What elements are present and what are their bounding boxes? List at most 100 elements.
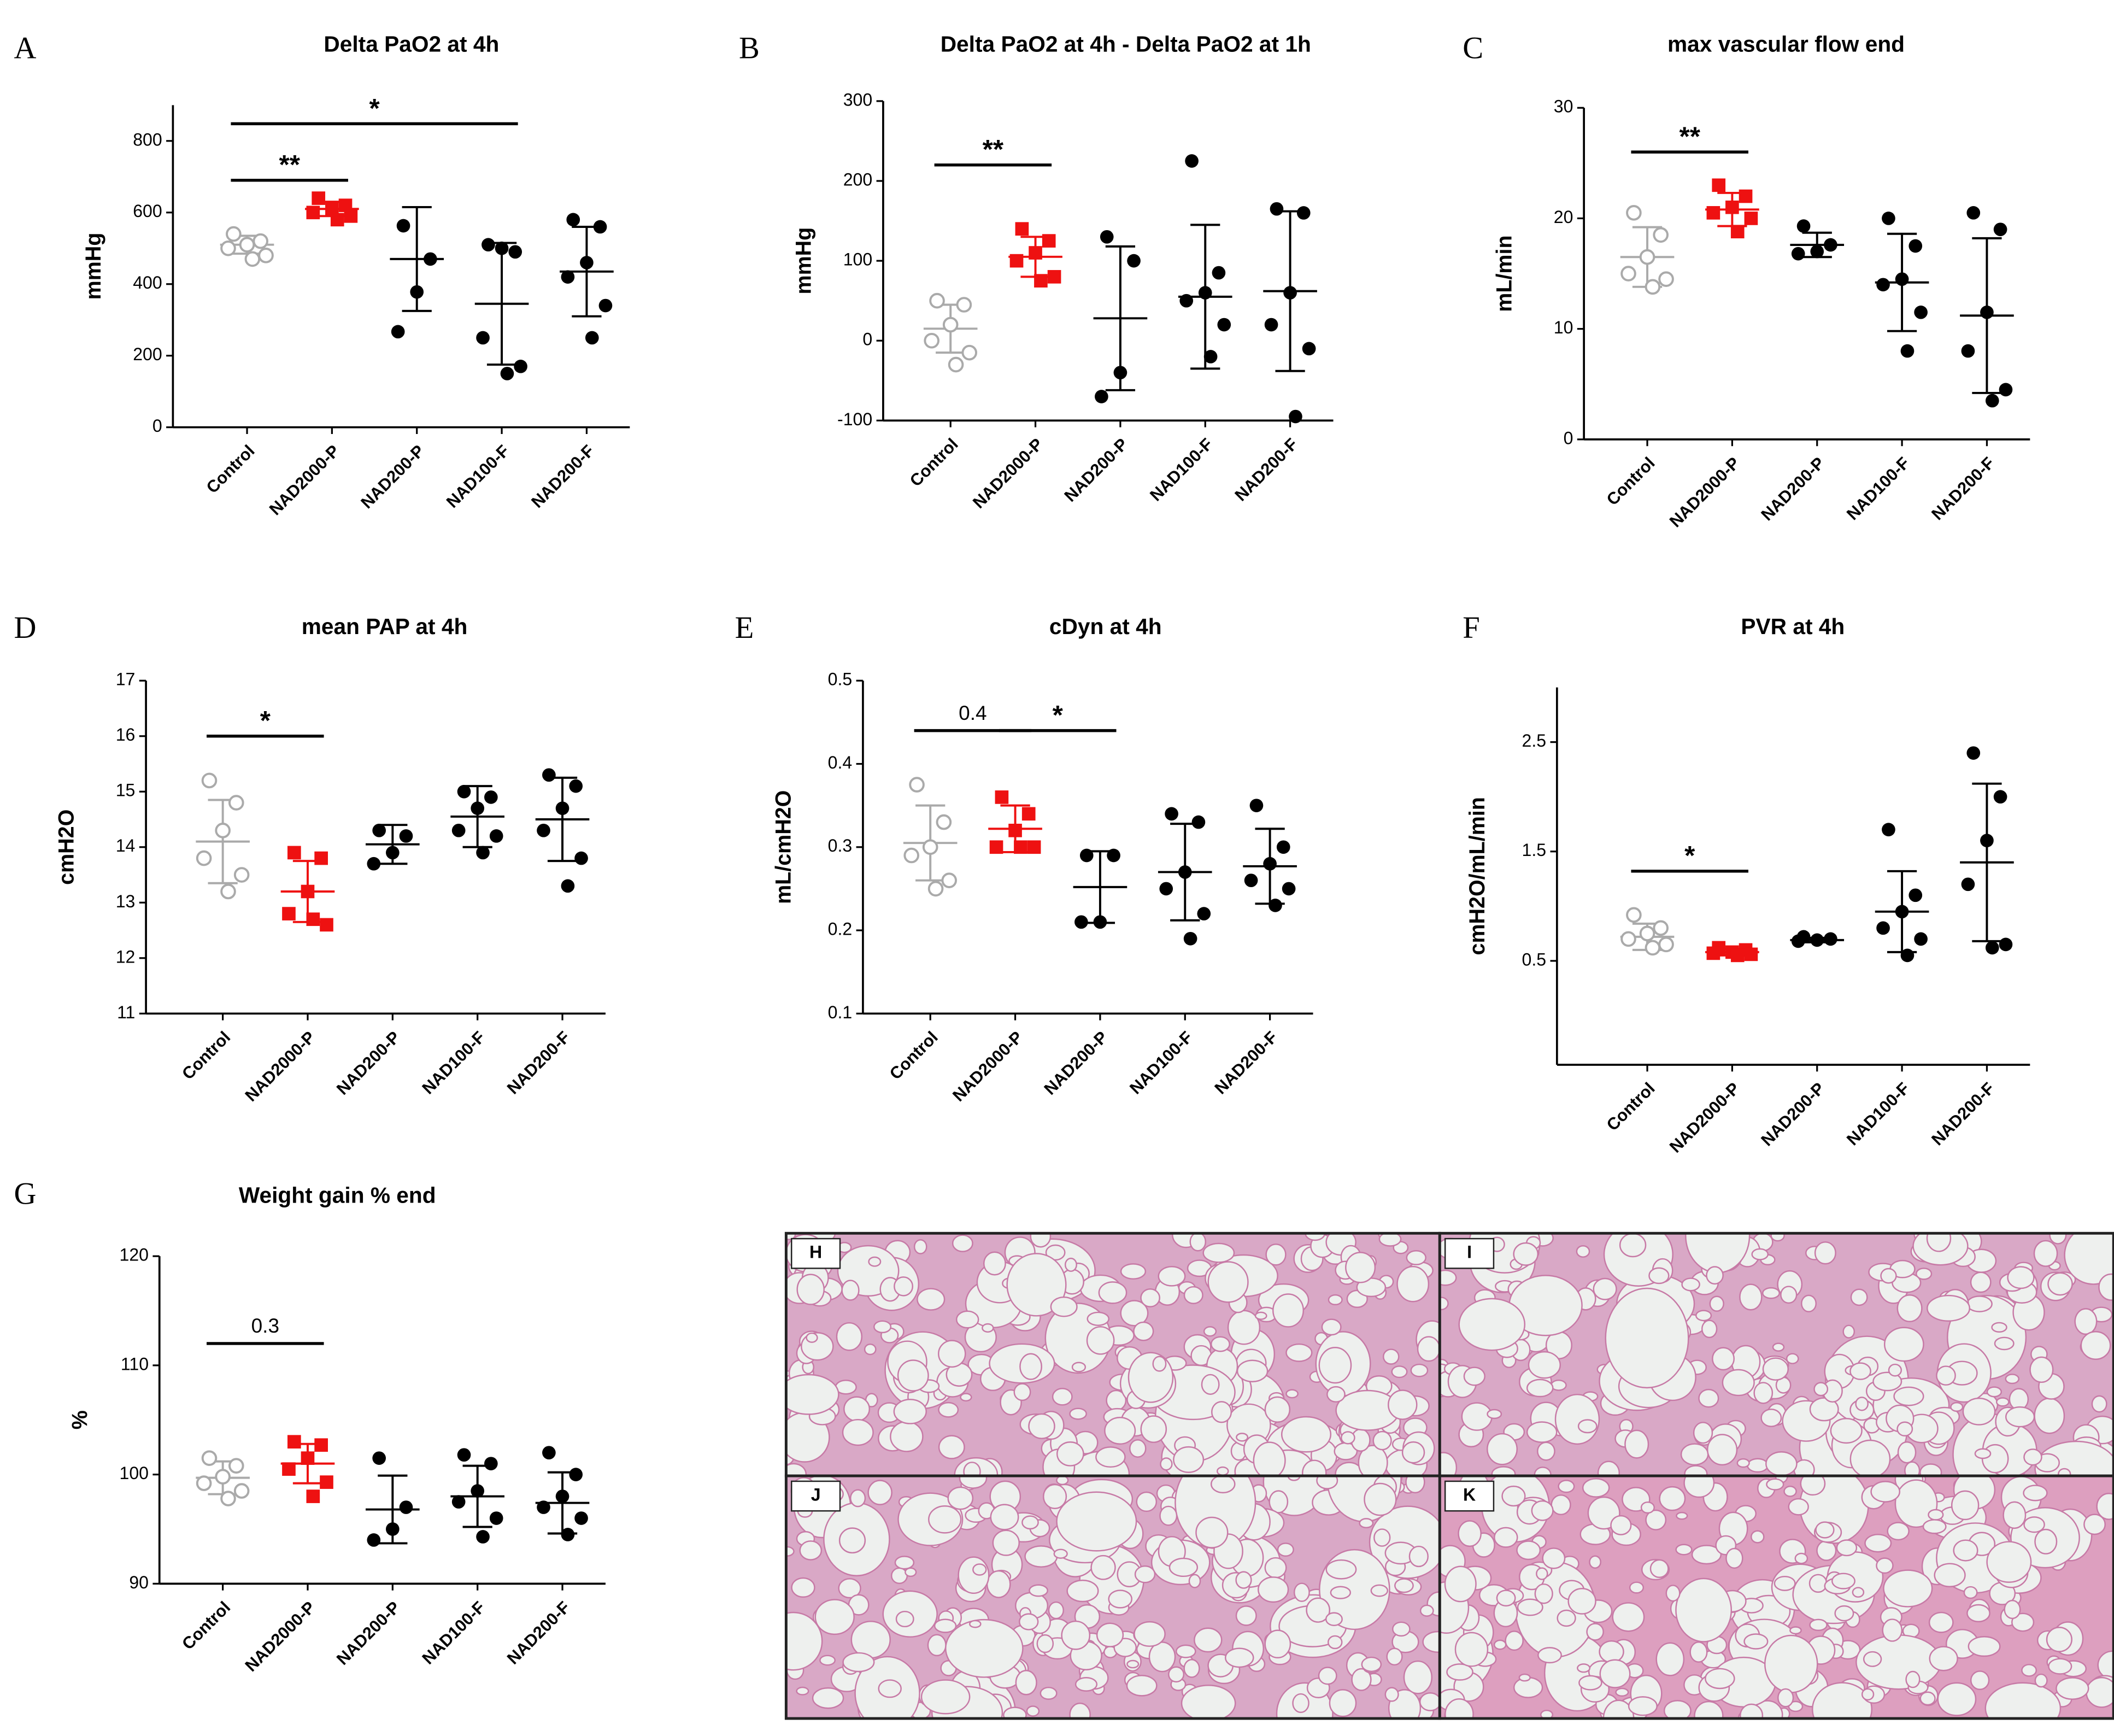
alveolus [1927, 1294, 1970, 1322]
y-tick-label: 30 [1554, 97, 1573, 116]
alveolus [2096, 1492, 2114, 1520]
alveolus [1126, 1659, 1140, 1669]
data-point [1217, 318, 1231, 332]
alveolus [1655, 1642, 1685, 1676]
alveolus [1794, 1552, 1808, 1564]
alveolus [1842, 1324, 1855, 1339]
alveolus [1269, 1490, 1289, 1514]
x-tick-label: Control [1602, 453, 1658, 509]
alveolus [1905, 1670, 1921, 1688]
data-point [1014, 840, 1027, 854]
x-tick-label: NAD200-F [503, 1598, 574, 1668]
data-point [372, 1451, 386, 1465]
micrograph-border [1438, 1474, 2114, 1720]
data-point [1093, 915, 1107, 929]
alveolus [1258, 1576, 1289, 1603]
data-point [924, 332, 939, 349]
data-point [391, 325, 405, 339]
alveolus [786, 1611, 823, 1671]
data-point [1159, 882, 1173, 896]
y-tick-label: 10 [1554, 318, 1573, 337]
alveolus [1351, 1668, 1372, 1691]
data-point [537, 823, 550, 837]
alveolus [1210, 1476, 1236, 1494]
alveolus [1855, 1397, 1869, 1411]
data-point [399, 1500, 413, 1514]
alveolus [1968, 1636, 2001, 1657]
alveolus [1086, 1326, 1115, 1355]
alveolus [1725, 1547, 1743, 1569]
data-point [1876, 278, 1890, 292]
data-point [314, 851, 328, 865]
alveolus [1378, 1233, 1402, 1247]
data-point [1249, 799, 1264, 812]
data-point [201, 772, 218, 789]
alveolus [1834, 1605, 1854, 1622]
data-point [282, 1462, 296, 1476]
alveolus [1207, 1261, 1249, 1303]
significance-label: ** [983, 134, 1004, 165]
data-point [410, 285, 424, 299]
alveolus [1922, 1519, 1947, 1534]
alveolus [1013, 1383, 1031, 1401]
data-point [386, 846, 400, 860]
alveolus [878, 1679, 902, 1698]
alveolus [1461, 1402, 1493, 1431]
alveolus [1018, 1613, 1039, 1631]
data-point [226, 226, 242, 242]
alveolus [1410, 1363, 1429, 1377]
alveolus [894, 1556, 915, 1570]
alveolus [1052, 1388, 1073, 1406]
data-point [258, 248, 274, 263]
alveolus [796, 1274, 825, 1305]
alveolus [895, 1610, 914, 1628]
alveolus [1928, 1611, 1954, 1633]
data-point [1074, 915, 1088, 929]
alveolus [1129, 1439, 1147, 1458]
data-point [1796, 219, 1811, 233]
data-point [1107, 848, 1120, 863]
data-point [233, 1483, 250, 1499]
alveolus [1463, 1366, 1485, 1386]
data-point [1270, 202, 1284, 216]
data-point [386, 1522, 400, 1536]
data-point [1895, 905, 1909, 919]
x-tick-label: NAD200-F [527, 441, 598, 512]
alveolus [1006, 1253, 1067, 1317]
data-point [1009, 254, 1024, 268]
alveolus [1694, 1700, 1724, 1719]
data-point [1882, 212, 1895, 225]
alveolus [1896, 1294, 1923, 1323]
alveolus [1361, 1656, 1382, 1673]
alveolus [1624, 1429, 1649, 1459]
micrograph-label: K [1463, 1485, 1476, 1505]
data-point [1810, 244, 1824, 259]
alveolus [933, 1618, 957, 1633]
alveolus [812, 1687, 844, 1709]
data-point [995, 790, 1009, 804]
alveolus [960, 1393, 972, 1402]
data-point [585, 331, 599, 345]
y-tick-label: 200 [133, 344, 162, 364]
alveolus [1897, 1441, 1917, 1464]
alveolus [1383, 1348, 1400, 1365]
y-tick-label: 15 [116, 781, 136, 800]
label-box [790, 1480, 841, 1512]
alveolus [1096, 1622, 1124, 1647]
alveolus [1615, 1687, 1629, 1697]
alveolus [1659, 1486, 1686, 1511]
alveolus [1772, 1342, 1785, 1352]
data-point [989, 840, 1003, 854]
alveolus [2049, 1233, 2067, 1245]
data-point [1269, 899, 1282, 912]
alveolus [1526, 1379, 1554, 1398]
data-point [929, 292, 945, 309]
alveolus [1203, 1326, 1217, 1337]
data-point [555, 801, 569, 816]
y-tick-label: 12 [116, 947, 136, 966]
alveolus [1986, 1541, 2032, 1583]
alveolus [1401, 1441, 1425, 1464]
alveolus [1040, 1686, 1058, 1700]
alveolus [2034, 1673, 2048, 1688]
data-point [927, 881, 944, 897]
